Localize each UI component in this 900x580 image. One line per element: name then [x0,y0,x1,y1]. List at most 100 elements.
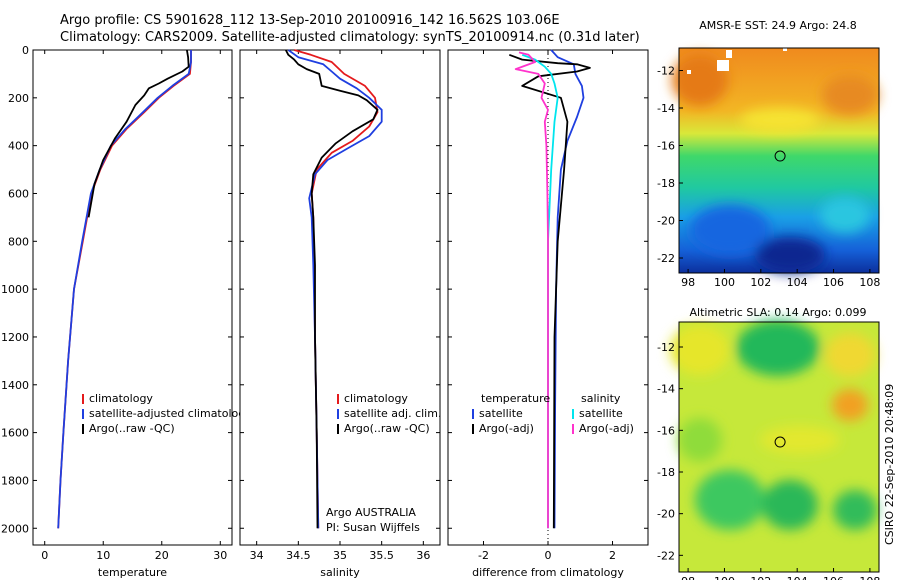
legend-label: Argo(-adj) [579,422,634,435]
sla-low-patch [762,480,818,530]
y-tick-label: 1000 [1,283,29,296]
temperature-profile-chart: 0 10 20 30 0 200 400 600 800 1000 1200 1400 1600 1800… [1,44,252,579]
sla-high-patch [760,426,840,454]
map-y-tick-label: -20 [657,508,675,521]
sst-map: AMSR-E SST: 24.9 Argo: 24.8 98 100 102 104 1… [657,19,880,289]
x-tick-label: 34 [250,549,264,562]
map-y-tick-label: -12 [657,341,675,354]
x-tick-label: 34.5 [286,549,311,562]
y-tick-label: 200 [8,92,29,105]
map-x-tick-label: 108 [859,276,880,289]
sst-missing-pixel [717,60,729,71]
plot-frame [239,49,441,546]
map-x-tick-label: 98 [681,276,695,289]
sst-missing-pixel [687,70,691,74]
x-tick-label: 20 [155,549,169,562]
x-axis-label: temperature [98,566,167,579]
map-x-tick-label: 104 [787,575,808,580]
x-tick-label: 2 [609,549,616,562]
y-tick-label: 1200 [1,331,29,344]
y-tick-label: 1800 [1,474,29,487]
map-x-tick-label: 102 [750,276,771,289]
argo-float-marker [774,150,786,162]
series-line-satellite-adj-clim- [287,49,383,529]
legend-label: climatology [89,392,153,405]
map-y-tick-label: -12 [657,65,675,78]
y-tick-label: 1400 [1,379,29,392]
sla-high-patch [825,333,875,377]
map-x-tick-label: 98 [681,575,695,580]
argo-credit-annotation: PI: Susan Wijffels [326,521,420,534]
series-line-salinity-argo-adj- [514,51,549,529]
sst-cool-patch [690,205,770,255]
legend-label: temperature [481,392,550,405]
sla-low-patch [695,470,765,530]
map-y-tick-label: -18 [657,177,675,190]
sla-map-title: Altimetric SLA: 0.14 Argo: 0.099 [689,306,866,319]
sst-cold-patch [755,237,825,273]
sla-map: Altimetric SLA: 0.14 Argo: 0.099 98 100 10… [657,306,880,580]
sst-cool-patch [820,197,870,233]
climatology-title: Climatology: CARS2009. Satellite-adjuste… [60,30,640,45]
argo-float-marker [774,436,786,448]
legend-label: Argo(..raw -QC) [89,422,175,435]
y-tick-label: 400 [8,140,29,153]
sst-warm-patch [822,75,878,115]
legend-label: satellite [579,407,623,420]
x-tick-label: 30 [213,549,227,562]
profile-title: Argo profile: CS 5901628_112 13-Sep-2010… [60,13,560,28]
x-tick-label: 0 [545,549,552,562]
y-tick-label: 600 [8,187,29,200]
x-tick-label: 0 [41,549,48,562]
x-tick-label: -2 [478,549,489,562]
map-y-tick-label: -16 [657,140,675,153]
sst-missing-pixel [726,50,732,58]
x-axis-label: salinity [320,566,360,579]
sla-low-patch [736,320,820,376]
legend-label: satellite-adjusted climatology [89,407,252,420]
map-x-tick-label: 108 [859,575,880,580]
map-y-tick-label: -16 [657,424,675,437]
series-line-argo-raw-qc- [87,49,190,218]
y-tick-label: 2000 [1,522,29,535]
x-tick-label: 10 [96,549,110,562]
map-x-tick-label: 100 [714,575,735,580]
sla-high-patch [832,389,868,421]
x-tick-label: 35.5 [369,549,394,562]
y-tick-label: 800 [8,235,29,248]
sla-mid-patch [678,418,722,462]
y-tick-label: 1600 [1,427,29,440]
sla-low-patch [833,490,877,530]
map-x-tick-label: 100 [714,276,735,289]
legend-label: Argo(..raw -QC) [344,422,430,435]
sla-map-frame [678,321,880,573]
legend-label: salinity [581,392,621,405]
series-line-argo-raw-qc- [285,49,379,529]
x-tick-label: 36 [416,549,430,562]
legend-label: climatology [344,392,408,405]
credit-text: CSIRO 22-Sep-2010 20:48:09 [883,384,896,545]
legend-label: Argo(-adj) [479,422,534,435]
map-x-tick-label: 106 [823,276,844,289]
x-tick-label: 35 [333,549,347,562]
sla-high-patch [670,325,730,375]
sst-map-title: AMSR-E SST: 24.9 Argo: 24.8 [699,19,857,32]
legend-label: satellite adj. clim. [344,407,441,420]
salinity-profile-chart: 34 34.5 35 35.5 36 salinity climatology satelli… [239,49,441,579]
sst-front [740,108,820,132]
y-tick-label: 0 [22,44,29,57]
series-line-temperature-argo-adj- [508,53,591,529]
legend-label: satellite [479,407,523,420]
plot-frame [32,49,233,546]
sst-map-frame [678,47,880,274]
x-axis-label: difference from climatology [472,566,624,579]
difference-profile-chart: -2 0 2 difference from climatology temperatu… [447,49,649,579]
sst-warm-patch [672,54,728,106]
map-y-tick-label: -22 [657,252,675,265]
map-y-tick-label: -14 [657,383,675,396]
map-y-tick-label: -22 [657,549,675,562]
map-y-tick-label: -20 [657,215,675,228]
map-y-tick-label: -18 [657,466,675,479]
map-x-tick-label: 106 [823,575,844,580]
